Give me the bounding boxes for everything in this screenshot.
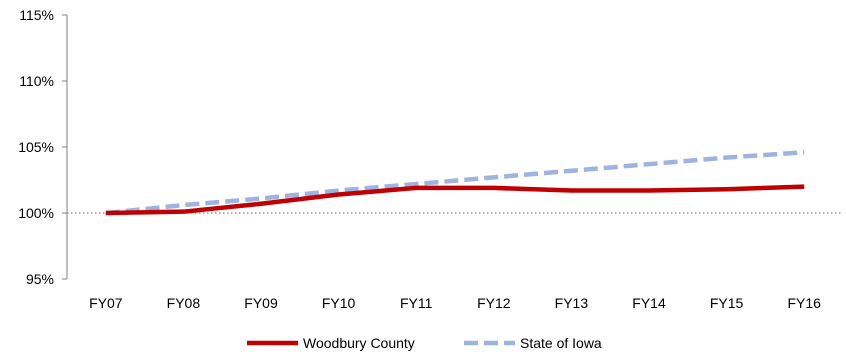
series-line-woodbury-county bbox=[105, 184, 805, 216]
x-tick-label: FY15 bbox=[710, 295, 744, 311]
x-tick-label: FY09 bbox=[244, 295, 278, 311]
x-tick-label: FY12 bbox=[477, 295, 511, 311]
series-lines bbox=[105, 150, 805, 216]
y-tick-label: 105% bbox=[18, 139, 54, 155]
y-tick-label: 95% bbox=[26, 271, 54, 287]
x-axis: FY07 FY08 FY09 FY10 FY11 FY12 FY13 FY14 FY15 FY16 bbox=[89, 295, 821, 311]
legend: Woodbury County State of Iowa bbox=[247, 335, 602, 351]
y-tick-label: 100% bbox=[18, 205, 54, 221]
x-tick-label: FY13 bbox=[555, 295, 589, 311]
y-tick-label: 115% bbox=[19, 7, 54, 23]
y-axis: 95% 100% 105% 110% 115% bbox=[18, 7, 843, 287]
x-tick-label: FY14 bbox=[632, 295, 666, 311]
x-tick-label: FY16 bbox=[787, 295, 821, 311]
x-tick-label: FY08 bbox=[167, 295, 201, 311]
series-line-state-of-iowa bbox=[105, 150, 805, 216]
y-tick-label: 110% bbox=[19, 73, 54, 89]
x-tick-label: FY11 bbox=[400, 295, 433, 311]
x-tick-label: FY07 bbox=[89, 295, 123, 311]
legend-label: State of Iowa bbox=[520, 335, 602, 351]
x-tick-label: FY10 bbox=[322, 295, 356, 311]
legend-label: Woodbury County bbox=[303, 335, 415, 351]
